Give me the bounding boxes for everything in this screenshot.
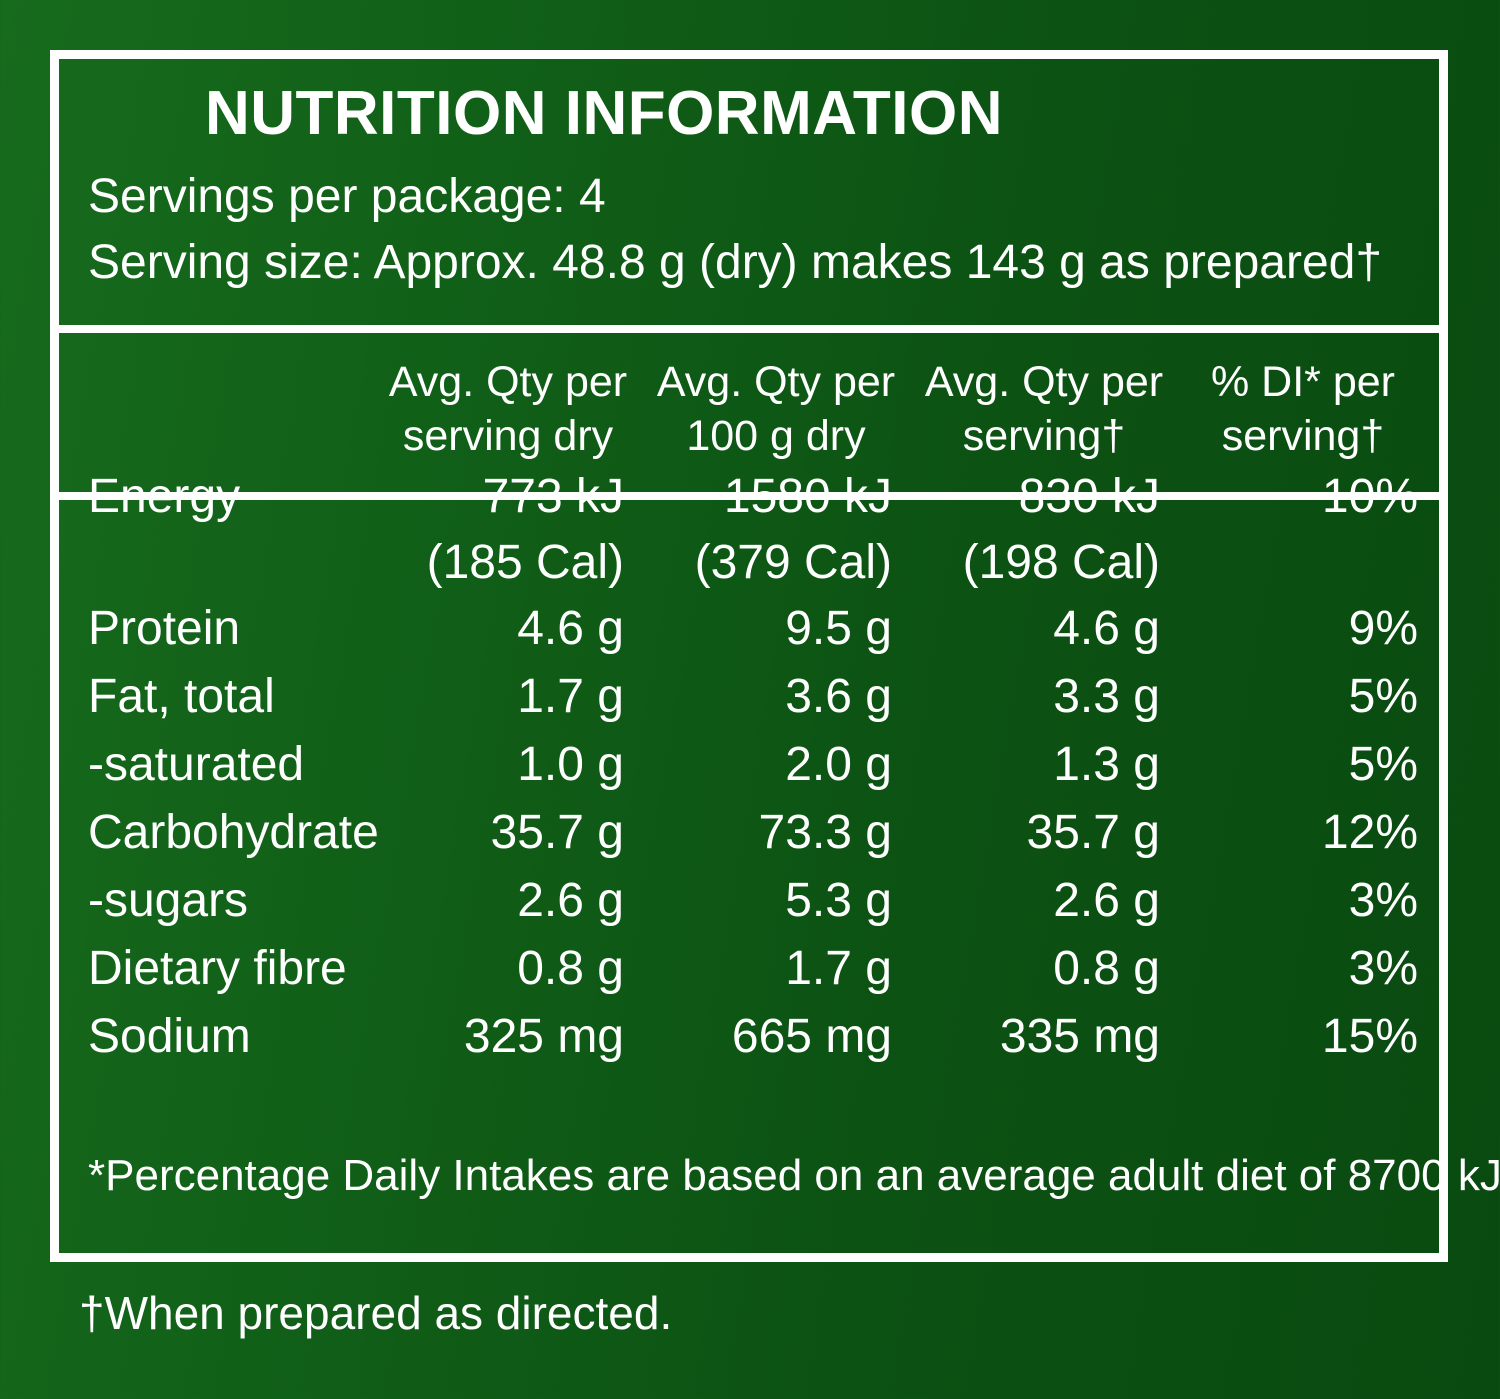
column-header-nutrient xyxy=(88,355,374,463)
nutrition-table-head: Avg. Qty per serving dry Avg. Qty per 100 g… xyxy=(88,355,1428,463)
table-row: Fat, total 1.7 g 3.6 g 3.3 g 5% xyxy=(88,663,1428,731)
value-serving-prepared: 3.3 g xyxy=(1053,670,1160,723)
value-di-per-serving: 10% xyxy=(1321,470,1418,523)
value-serving-prepared: 1.3 g xyxy=(1053,738,1160,791)
nutrient-label: Protein xyxy=(88,602,241,655)
nutrition-table: Avg. Qty per serving dry Avg. Qty per 100 g… xyxy=(88,355,1428,1071)
nutrient-label: Sodium xyxy=(88,1010,251,1063)
value-serving-prepared: 830 kJ xyxy=(1018,470,1160,523)
value-serving-prepared: (198 Cal) xyxy=(962,536,1160,589)
nutrient-label: Dietary fibre xyxy=(88,942,347,995)
value-di-per-serving: 9% xyxy=(1348,602,1418,655)
column-header-line2: serving† xyxy=(1221,412,1385,460)
value-per-100g-dry: 665 mg xyxy=(731,1010,892,1063)
value-di-per-serving xyxy=(1178,531,1428,595)
column-header-line2: serving dry xyxy=(402,412,614,460)
value-di-per-serving: 3% xyxy=(1348,874,1418,927)
nutrient-label: -sugars xyxy=(88,874,249,927)
value-serving-dry: 35.7 g xyxy=(490,806,624,859)
column-header-line2: 100 g dry xyxy=(686,412,866,460)
value-per-100g-dry: (379 Cal) xyxy=(694,536,892,589)
value-di-per-serving: 5% xyxy=(1348,738,1418,791)
value-serving-dry: 0.8 g xyxy=(517,942,624,995)
value-di-per-serving: 5% xyxy=(1348,670,1418,723)
value-serving-dry: 773 kJ xyxy=(482,470,624,523)
value-serving-prepared: 4.6 g xyxy=(1053,602,1160,655)
nutrient-label: Fat, total xyxy=(88,670,275,723)
table-header-row: Avg. Qty per serving dry Avg. Qty per 100 g… xyxy=(88,355,1428,463)
table-row: -sugars 2.6 g 5.3 g 2.6 g 3% xyxy=(88,867,1428,935)
value-serving-prepared: 35.7 g xyxy=(1026,806,1160,859)
table-row: -saturated 1.0 g 2.0 g 1.3 g 5% xyxy=(88,731,1428,799)
column-header-line2: serving† xyxy=(962,412,1126,460)
page-title: NUTRITION INFORMATION xyxy=(204,79,1004,148)
nutrient-label xyxy=(88,531,374,595)
value-di-per-serving: 3% xyxy=(1348,942,1418,995)
divider-below-headers xyxy=(59,492,1439,500)
nutrition-table-body: Energy 773 kJ 1580 kJ 830 kJ 10% (185 Cal) (37… xyxy=(88,463,1428,1071)
column-header-2: Avg. Qty per 100 g dry xyxy=(642,355,910,463)
value-serving-dry: 4.6 g xyxy=(517,602,624,655)
column-header-line1: % DI* per xyxy=(1210,358,1395,406)
footnote-when-prepared: †When prepared as directed. xyxy=(79,1287,673,1339)
nutrient-label: -saturated xyxy=(88,738,305,791)
value-serving-dry: 2.6 g xyxy=(517,874,624,927)
value-serving-prepared: 335 mg xyxy=(999,1010,1160,1063)
table-row: Sodium 325 mg 665 mg 335 mg 15% xyxy=(88,1003,1428,1071)
value-serving-dry: 1.0 g xyxy=(517,738,624,791)
value-serving-dry: 325 mg xyxy=(463,1010,624,1063)
servings-per-package: Servings per package: 4 xyxy=(88,170,606,223)
column-header-1: Avg. Qty per serving dry xyxy=(374,355,642,463)
column-header-4: % DI* per serving† xyxy=(1178,355,1428,463)
value-per-100g-dry: 2.0 g xyxy=(785,738,892,791)
value-di-per-serving: 15% xyxy=(1321,1010,1418,1063)
value-per-100g-dry: 1.7 g xyxy=(785,942,892,995)
value-per-100g-dry: 9.5 g xyxy=(785,602,892,655)
divider-below-servings xyxy=(59,325,1439,333)
serving-size: Serving size: Approx. 48.8 g (dry) makes… xyxy=(88,236,1383,289)
value-per-100g-dry: 73.3 g xyxy=(758,806,892,859)
nutrient-label: Energy xyxy=(88,470,241,523)
table-row: Carbohydrate 35.7 g 73.3 g 35.7 g 12% xyxy=(88,799,1428,867)
table-row: Energy 773 kJ 1580 kJ 830 kJ 10% xyxy=(88,463,1428,531)
table-row: Dietary fibre 0.8 g 1.7 g 0.8 g 3% xyxy=(88,935,1428,1003)
value-per-100g-dry: 3.6 g xyxy=(785,670,892,723)
column-header-line1: Avg. Qty per xyxy=(656,358,896,406)
nutrition-table-region: Avg. Qty per serving dry Avg. Qty per 100 g… xyxy=(59,59,1439,1253)
value-di-per-serving: 12% xyxy=(1321,806,1418,859)
value-serving-prepared: 2.6 g xyxy=(1053,874,1160,927)
column-header-3: Avg. Qty per serving† xyxy=(910,355,1178,463)
table-row: (185 Cal) (379 Cal) (198 Cal) xyxy=(88,531,1428,595)
table-row: Protein 4.6 g 9.5 g 4.6 g 9% xyxy=(88,595,1428,663)
column-header-line1: Avg. Qty per xyxy=(388,358,628,406)
column-header-line1: Avg. Qty per xyxy=(924,358,1164,406)
value-serving-dry: (185 Cal) xyxy=(426,536,624,589)
value-serving-dry: 1.7 g xyxy=(517,670,624,723)
value-serving-prepared: 0.8 g xyxy=(1053,942,1160,995)
servings-summary: Servings per package: 4 Serving size: Ap… xyxy=(88,164,1428,296)
value-per-100g-dry: 1580 kJ xyxy=(723,470,892,523)
footnote-daily-intake: *Percentage Daily Intakes are based on a… xyxy=(88,1151,1500,1200)
value-per-100g-dry: 5.3 g xyxy=(785,874,892,927)
nutrition-information-panel: NUTRITION INFORMATION Servings per packa… xyxy=(50,50,1500,1262)
nutrient-label: Carbohydrate xyxy=(88,806,379,859)
